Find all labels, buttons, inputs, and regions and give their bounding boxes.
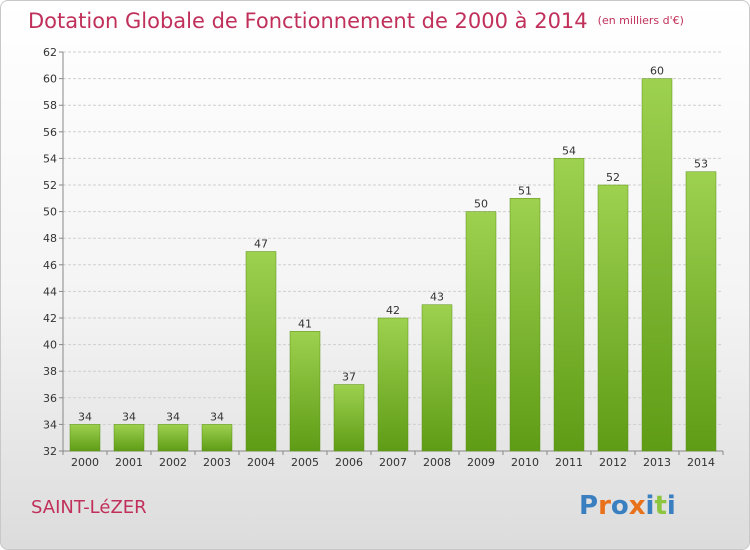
- value-label-2009: 50: [474, 198, 488, 211]
- y-tick-label: 46: [43, 259, 57, 272]
- y-tick-label: 56: [43, 126, 57, 139]
- x-tick-label-2013: 2013: [643, 456, 671, 469]
- value-label-2011: 54: [562, 144, 576, 157]
- logo-letter: x: [628, 491, 646, 521]
- logo-letter: i: [666, 491, 676, 521]
- y-tick-label: 42: [43, 312, 57, 325]
- x-tick-label-2001: 2001: [115, 456, 143, 469]
- value-label-2012: 52: [606, 171, 620, 184]
- logo-letter: r: [598, 491, 611, 521]
- bar-2001: [113, 424, 145, 452]
- value-label-2001: 34: [122, 410, 136, 423]
- bar-2002: [157, 424, 189, 452]
- chart-title-text: Dotation Globale de Fonctionnement de 20…: [28, 9, 588, 33]
- bar-2009: [465, 211, 497, 452]
- value-label-2010: 51: [518, 184, 532, 197]
- value-label-2006: 37: [342, 371, 356, 384]
- value-labels: 34 34 34 34 47 41 37 42 43 50 51 54 52 60 53: [78, 65, 708, 424]
- logo-letter: P: [579, 491, 599, 521]
- unit-note: (en milliers d'€): [597, 14, 684, 27]
- y-tick-label: 44: [43, 285, 57, 298]
- bar-2011: [553, 158, 585, 452]
- bar-2000: [69, 424, 101, 452]
- bar-2007: [377, 317, 409, 452]
- proxiti-logo: Proxiti: [579, 491, 676, 521]
- value-label-2004: 47: [254, 238, 268, 251]
- bar-2004: [245, 251, 277, 452]
- value-label-2002: 34: [166, 410, 180, 423]
- x-tick-label-2003: 2003: [203, 456, 231, 469]
- x-tick-label-2011: 2011: [555, 456, 583, 469]
- bar-2006: [333, 384, 365, 452]
- y-tick-label: 50: [43, 206, 57, 219]
- x-tick-label-2006: 2006: [335, 456, 363, 469]
- x-tick-label-2000: 2000: [71, 456, 99, 469]
- bar-2010: [509, 198, 541, 452]
- y-tick-label: 38: [43, 365, 57, 378]
- y-tick-label: 58: [43, 99, 57, 112]
- x-tick-label-2007: 2007: [379, 456, 407, 469]
- x-tick-label-2005: 2005: [291, 456, 319, 469]
- y-tick-label: 60: [43, 73, 57, 86]
- bar-2014: [685, 171, 717, 452]
- y-tick-label: 34: [43, 418, 57, 431]
- y-tick-label: 62: [43, 46, 57, 59]
- x-tick-label-2008: 2008: [423, 456, 451, 469]
- y-tick-label: 52: [43, 179, 57, 192]
- value-label-2005: 41: [298, 317, 312, 330]
- bar-2003: [201, 424, 233, 452]
- bar-2008: [421, 304, 453, 452]
- value-label-2007: 42: [386, 304, 400, 317]
- logo-letter: t: [654, 491, 667, 521]
- y-tick-label: 40: [43, 339, 57, 352]
- chart-title: Dotation Globale de Fonctionnement de 20…: [28, 9, 684, 33]
- bar-2005: [289, 331, 321, 452]
- x-tick-label-2009: 2009: [467, 456, 495, 469]
- y-tick-label: 36: [43, 392, 57, 405]
- value-label-2014: 53: [694, 158, 708, 171]
- y-tick-label: 54: [43, 152, 57, 165]
- value-label-2008: 43: [430, 291, 444, 304]
- y-tick-label: 32: [43, 445, 57, 458]
- x-axis: 2000 2001 2002 2003 2004 2005 2006 2007 2008 2009…: [62, 451, 724, 469]
- commune-name: SAINT-LéZER: [31, 497, 147, 518]
- logo-letter: i: [645, 491, 655, 521]
- x-tick-label-2012: 2012: [599, 456, 627, 469]
- x-tick-label-2014: 2014: [687, 456, 715, 469]
- value-label-2000: 34: [78, 410, 92, 423]
- bar-2012: [597, 184, 629, 452]
- logo-letter: o: [610, 491, 629, 521]
- x-tick-label-2002: 2002: [159, 456, 187, 469]
- value-label-2013: 60: [650, 65, 664, 78]
- x-tick-label-2004: 2004: [247, 456, 275, 469]
- value-label-2003: 34: [210, 410, 224, 423]
- bar-2013: [641, 78, 673, 452]
- x-tick-label-2010: 2010: [511, 456, 539, 469]
- y-tick-label: 48: [43, 232, 57, 245]
- bars: [69, 78, 717, 452]
